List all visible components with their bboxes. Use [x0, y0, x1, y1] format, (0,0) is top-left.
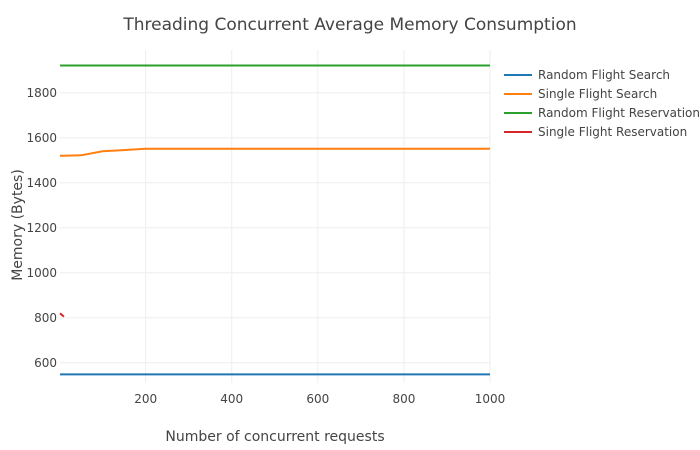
y-tick-label: 600 [34, 356, 57, 370]
x-tick-label: 400 [220, 392, 243, 406]
legend-label-single-flight-search[interactable]: Single Flight Search [538, 87, 657, 101]
y-tick-label: 1200 [26, 221, 57, 235]
series-line-single-flight-search [60, 147, 490, 157]
y-tick-label: 1400 [26, 176, 57, 190]
x-tick-label: 200 [134, 392, 157, 406]
grid-lines [60, 50, 491, 383]
x-axis-title: Number of concurrent requests [165, 429, 384, 445]
y-tick-label: 1000 [26, 266, 57, 280]
x-tick-label: 600 [306, 392, 329, 406]
y-axis-ticks: 600 800 1000 1200 1400 1600 1800 [26, 86, 57, 370]
x-axis-ticks: 200 400 600 800 1000 [134, 392, 505, 406]
y-tick-label: 1600 [26, 131, 57, 145]
y-axis-title: Memory (Bytes) [10, 169, 26, 281]
legend: Random Flight Search Single Flight Search… [504, 68, 700, 139]
x-tick-label: 800 [392, 392, 415, 406]
legend-label-random-flight-reservation[interactable]: Random Flight Reservation [538, 106, 700, 120]
plot-area [59, 64, 490, 376]
series-line-single-flight-reservation [59, 312, 65, 318]
x-tick-label: 1000 [475, 392, 506, 406]
chart-title: Threading Concurrent Average Memory Cons… [122, 15, 576, 35]
legend-label-single-flight-reservation[interactable]: Single Flight Reservation [538, 125, 687, 139]
y-tick-label: 1800 [26, 86, 57, 100]
legend-label-random-flight-search[interactable]: Random Flight Search [538, 68, 670, 82]
y-tick-label: 800 [34, 311, 57, 325]
